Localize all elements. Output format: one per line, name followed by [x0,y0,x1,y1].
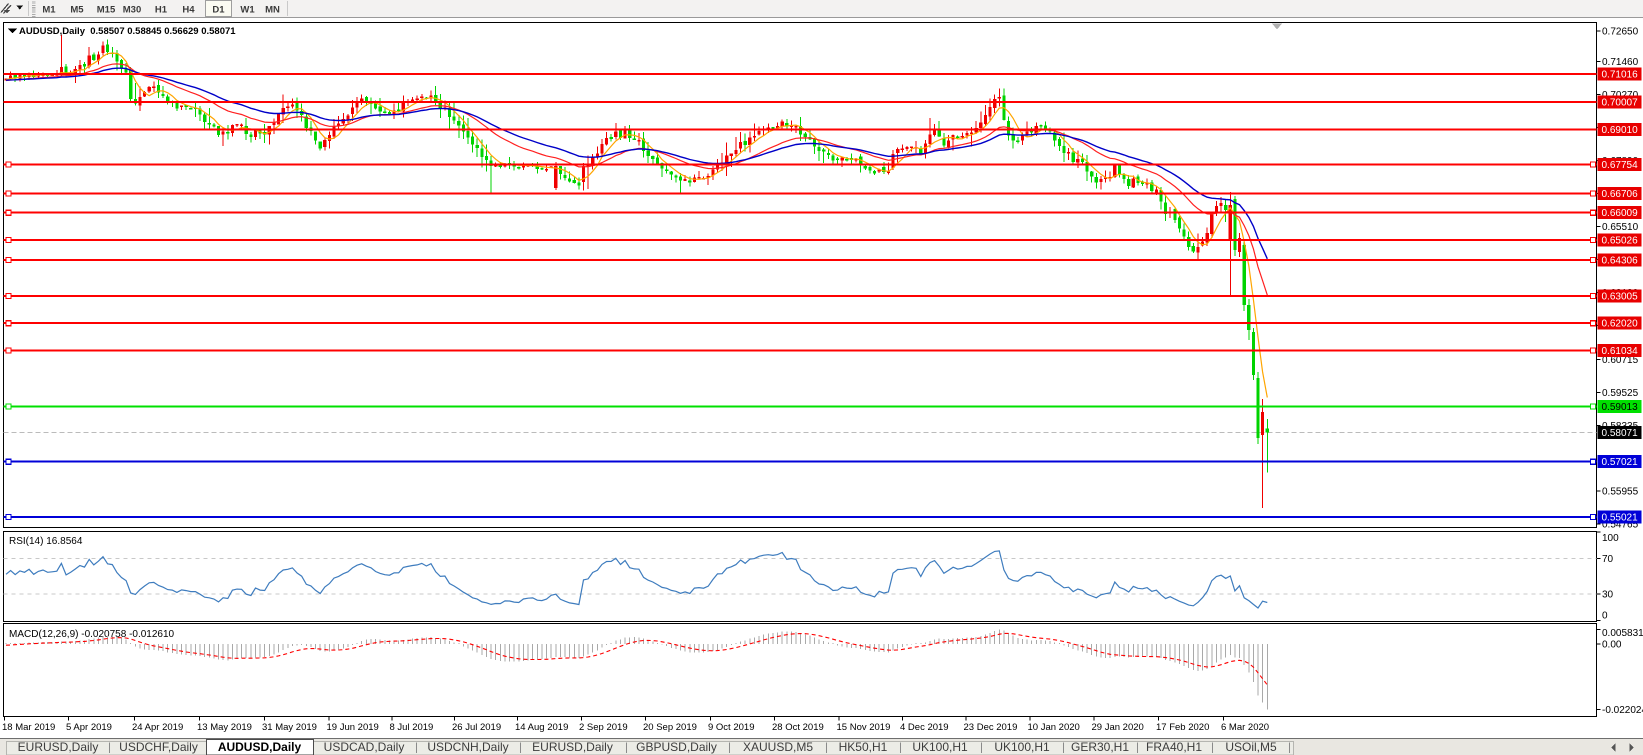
svg-text:5 Apr 2019: 5 Apr 2019 [66,722,112,733]
svg-text:9 Oct 2019: 9 Oct 2019 [708,722,754,733]
svg-text:M1: M1 [42,5,56,16]
svg-text:H1: H1 [155,5,168,16]
svg-text:0.60715: 0.60715 [1602,355,1639,366]
svg-text:0.005831: 0.005831 [1602,628,1643,639]
svg-text:USDCNH,Daily: USDCNH,Daily [427,740,508,754]
svg-text:0.59013: 0.59013 [1602,402,1639,413]
svg-text:0.57021: 0.57021 [1602,457,1639,468]
svg-text:M15: M15 [97,5,116,16]
svg-text:UK100,H1: UK100,H1 [912,740,968,754]
svg-text:29 Jan 2020: 29 Jan 2020 [1092,722,1144,733]
svg-text:H4: H4 [182,5,195,16]
svg-text:0.61034: 0.61034 [1602,346,1639,357]
svg-text:20 Sep 2019: 20 Sep 2019 [643,722,697,733]
svg-text:USDCAD,Daily: USDCAD,Daily [324,740,405,754]
svg-text:MACD(12,26,9) -0.020758 -0.012: MACD(12,26,9) -0.020758 -0.012610 [9,629,175,640]
svg-text:26 Jul 2019: 26 Jul 2019 [452,722,501,733]
svg-text:AUDUSD,Daily: AUDUSD,Daily [218,740,302,754]
svg-text:D1: D1 [212,5,225,16]
svg-text:GER30,H1: GER30,H1 [1071,740,1129,754]
svg-text:0.67754: 0.67754 [1602,160,1639,171]
svg-text:EURUSD,Daily: EURUSD,Daily [18,740,99,754]
svg-text:24 Apr 2019: 24 Apr 2019 [132,722,183,733]
svg-text:23 Dec 2019: 23 Dec 2019 [964,722,1018,733]
svg-text:0.71460: 0.71460 [1602,57,1639,68]
svg-text:6 Mar 2020: 6 Mar 2020 [1221,722,1269,733]
svg-text:GBPUSD,Daily: GBPUSD,Daily [636,740,717,754]
svg-text:M30: M30 [123,5,141,16]
svg-text:0.62020: 0.62020 [1602,319,1639,330]
svg-text:EURUSD,Daily: EURUSD,Daily [532,740,613,754]
svg-text:0.54765: 0.54765 [1602,520,1639,531]
svg-text:-0.022024: -0.022024 [1602,705,1643,716]
svg-text:15 Nov 2019: 15 Nov 2019 [837,722,891,733]
svg-text:XAUUSD,M5: XAUUSD,M5 [743,740,813,754]
svg-text:0.71016: 0.71016 [1602,70,1639,81]
svg-text:MN: MN [265,5,280,16]
svg-text:0.55955: 0.55955 [1602,487,1639,498]
svg-text:0.66009: 0.66009 [1602,208,1639,219]
svg-text:0.63005: 0.63005 [1602,291,1639,302]
svg-text:0.64306: 0.64306 [1602,255,1639,266]
svg-text:AUDUSD,Daily 0.58507 0.58845: AUDUSD,Daily 0.58507 0.58845 0.56629 0.5… [19,26,236,37]
svg-text:0.00: 0.00 [1602,639,1622,650]
svg-text:4 Dec 2019: 4 Dec 2019 [900,722,949,733]
svg-text:100: 100 [1602,533,1619,544]
svg-text:RSI(14) 16.8564: RSI(14) 16.8564 [9,536,83,547]
svg-text:30: 30 [1602,590,1614,601]
svg-text:70: 70 [1602,554,1614,565]
svg-text:13 May 2019: 13 May 2019 [197,722,252,733]
svg-text:0.55021: 0.55021 [1602,513,1639,524]
svg-text:HK50,H1: HK50,H1 [839,740,888,754]
svg-text:FRA40,H1: FRA40,H1 [1146,740,1202,754]
svg-text:UK100,H1: UK100,H1 [994,740,1050,754]
svg-text:19 Jun 2019: 19 Jun 2019 [327,722,379,733]
svg-text:8 Jul 2019: 8 Jul 2019 [390,722,434,733]
svg-text:0.69010: 0.69010 [1602,125,1639,136]
svg-text:14 Aug 2019: 14 Aug 2019 [515,722,568,733]
svg-text:0.70007: 0.70007 [1602,97,1639,108]
svg-text:0: 0 [1602,611,1608,622]
svg-text:0.58071: 0.58071 [1602,428,1639,439]
svg-text:2 Sep 2019: 2 Sep 2019 [579,722,628,733]
svg-text:0.65026: 0.65026 [1602,235,1639,246]
svg-text:W1: W1 [240,5,255,16]
svg-text:18 Mar 2019: 18 Mar 2019 [2,722,55,733]
svg-text:USOil,M5: USOil,M5 [1225,740,1277,754]
svg-text:USDCHF,Daily: USDCHF,Daily [119,740,198,754]
svg-text:28 Oct 2019: 28 Oct 2019 [772,722,824,733]
svg-text:0.72650: 0.72650 [1602,27,1639,38]
svg-text:0.59525: 0.59525 [1602,388,1639,399]
svg-text:0.66706: 0.66706 [1602,189,1639,200]
svg-text:10 Jan 2020: 10 Jan 2020 [1028,722,1080,733]
svg-text:M5: M5 [70,5,84,16]
svg-text:0.65510: 0.65510 [1602,222,1639,233]
svg-text:31 May 2019: 31 May 2019 [262,722,317,733]
svg-text:17 Feb 2020: 17 Feb 2020 [1156,722,1209,733]
